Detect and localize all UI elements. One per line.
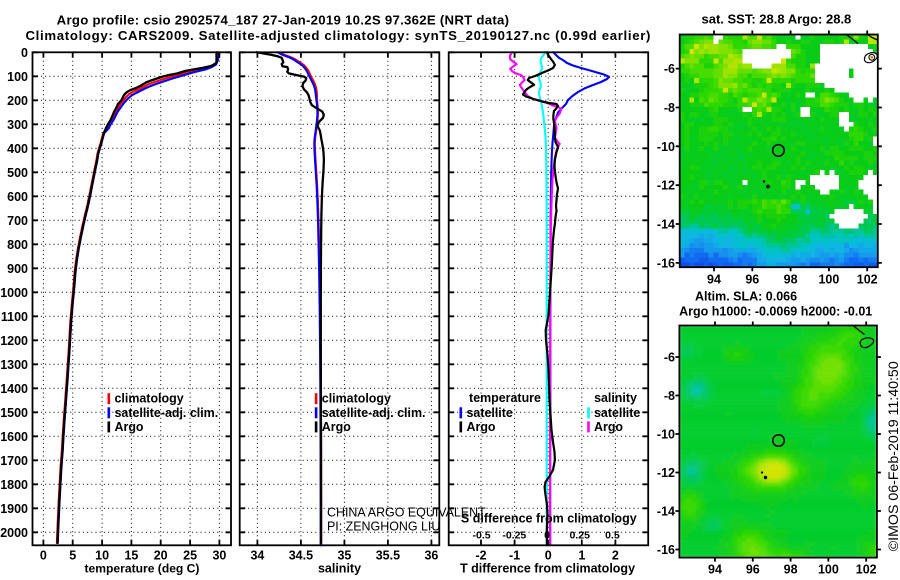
svg-text:-16: -16 <box>657 543 675 557</box>
svg-text:©IMOS 06-Feb-2019 11:40:50: ©IMOS 06-Feb-2019 11:40:50 <box>886 361 900 551</box>
svg-text:T difference from climatology: T difference from climatology <box>460 562 635 576</box>
svg-text:salinity: salinity <box>594 391 637 405</box>
svg-text:900: 900 <box>7 262 28 276</box>
svg-text:0: 0 <box>544 530 550 542</box>
svg-text:S difference from climatology: S difference from climatology <box>461 512 637 526</box>
svg-text:30: 30 <box>212 549 226 563</box>
svg-text:Argo profile: csio 2902574_187: Argo profile: csio 2902574_187 27-Jan-20… <box>57 13 510 28</box>
svg-text:-2: -2 <box>475 549 486 563</box>
svg-text:salinity: salinity <box>318 562 361 576</box>
svg-text:200: 200 <box>7 94 28 108</box>
svg-text:100: 100 <box>7 70 28 84</box>
svg-text:98: 98 <box>784 563 798 577</box>
svg-text:1200: 1200 <box>0 334 28 348</box>
svg-text:-14: -14 <box>657 218 675 232</box>
svg-text:satellite: satellite <box>594 406 640 420</box>
svg-text:2: 2 <box>612 549 619 563</box>
svg-text:34: 34 <box>250 549 264 563</box>
svg-text:Argo: Argo <box>594 420 623 434</box>
svg-text:102: 102 <box>856 563 877 577</box>
svg-text:25: 25 <box>183 549 197 563</box>
svg-text:1500: 1500 <box>0 406 28 420</box>
svg-text:Climatology: CARS2009. Satelli: Climatology: CARS2009. Satellite-adjuste… <box>25 28 651 43</box>
svg-text:1900: 1900 <box>0 502 28 516</box>
svg-text:1000: 1000 <box>0 286 28 300</box>
svg-text:-6: -6 <box>664 351 675 365</box>
svg-text:500: 500 <box>7 166 28 180</box>
svg-text:35: 35 <box>337 549 351 563</box>
svg-text:1300: 1300 <box>0 358 28 372</box>
svg-text:5: 5 <box>69 549 76 563</box>
svg-text:2000: 2000 <box>0 526 28 540</box>
svg-text:98: 98 <box>784 273 798 287</box>
svg-text:satellite-adj. clim.: satellite-adj. clim. <box>115 406 219 420</box>
svg-text:0: 0 <box>21 46 28 60</box>
svg-text:800: 800 <box>7 238 28 252</box>
svg-text:-6: -6 <box>664 62 675 76</box>
svg-text:35.5: 35.5 <box>376 549 400 563</box>
svg-text:10: 10 <box>95 549 109 563</box>
svg-text:-12: -12 <box>657 179 675 193</box>
svg-text:96: 96 <box>745 273 759 287</box>
svg-text:0.25: 0.25 <box>569 530 590 542</box>
svg-text:102: 102 <box>857 273 878 287</box>
svg-text:-12: -12 <box>657 466 675 480</box>
svg-text:1400: 1400 <box>0 382 28 396</box>
svg-text:CHINA ARGO EQUIVALENT: CHINA ARGO EQUIVALENT <box>327 506 486 520</box>
svg-text:400: 400 <box>7 142 28 156</box>
svg-text:satellite: satellite <box>467 406 513 420</box>
svg-text:Argo: Argo <box>322 420 351 434</box>
svg-text:36: 36 <box>424 549 438 563</box>
svg-text:sat. SST: 28.8 Argo: 28.8: sat. SST: 28.8 Argo: 28.8 <box>701 11 851 26</box>
svg-text:temperature (deg C): temperature (deg C) <box>85 562 200 576</box>
svg-text:1100: 1100 <box>1 310 28 324</box>
svg-text:15: 15 <box>124 549 138 563</box>
svg-text:-10: -10 <box>657 428 675 442</box>
svg-text:300: 300 <box>7 118 28 132</box>
svg-text:34.5: 34.5 <box>289 549 313 563</box>
svg-text:-14: -14 <box>657 505 675 519</box>
svg-text:1700: 1700 <box>0 454 28 468</box>
svg-text:Argo: Argo <box>115 420 144 434</box>
svg-text:1800: 1800 <box>0 478 28 492</box>
svg-text:20: 20 <box>154 549 168 563</box>
svg-text:0: 0 <box>40 549 47 563</box>
svg-text:-1: -1 <box>509 549 520 563</box>
svg-text:climatology: climatology <box>115 392 184 406</box>
svg-text:-0.25: -0.25 <box>502 530 526 542</box>
svg-text:100: 100 <box>818 563 839 577</box>
svg-text:94: 94 <box>707 273 721 287</box>
svg-text:-16: -16 <box>657 256 675 270</box>
svg-text:0.5: 0.5 <box>605 530 620 542</box>
svg-text:satellite-adj. clim.: satellite-adj. clim. <box>322 406 426 420</box>
svg-text:climatology: climatology <box>322 392 391 406</box>
svg-text:0: 0 <box>545 549 552 563</box>
svg-text:Altim. SLA: 0.066: Altim. SLA: 0.066 <box>695 290 797 304</box>
svg-text:96: 96 <box>746 563 760 577</box>
svg-text:1600: 1600 <box>0 430 28 444</box>
svg-text:temperature: temperature <box>469 391 541 405</box>
svg-text:-8: -8 <box>664 389 675 403</box>
svg-text:-8: -8 <box>664 101 675 115</box>
svg-text:600: 600 <box>7 190 28 204</box>
svg-text:1: 1 <box>578 549 585 563</box>
svg-text:100: 100 <box>818 273 839 287</box>
svg-text:Argo h1000: -0.0069 h2000: -0.: Argo h1000: -0.0069 h2000: -0.01 <box>679 305 872 319</box>
svg-text:-10: -10 <box>657 140 675 154</box>
svg-text:Argo: Argo <box>467 420 496 434</box>
svg-text:PI: ZENGHONG LIU: PI: ZENGHONG LIU <box>327 520 440 534</box>
svg-text:94: 94 <box>708 563 722 577</box>
svg-text:-0.5: -0.5 <box>473 530 491 542</box>
svg-text:700: 700 <box>7 214 28 228</box>
